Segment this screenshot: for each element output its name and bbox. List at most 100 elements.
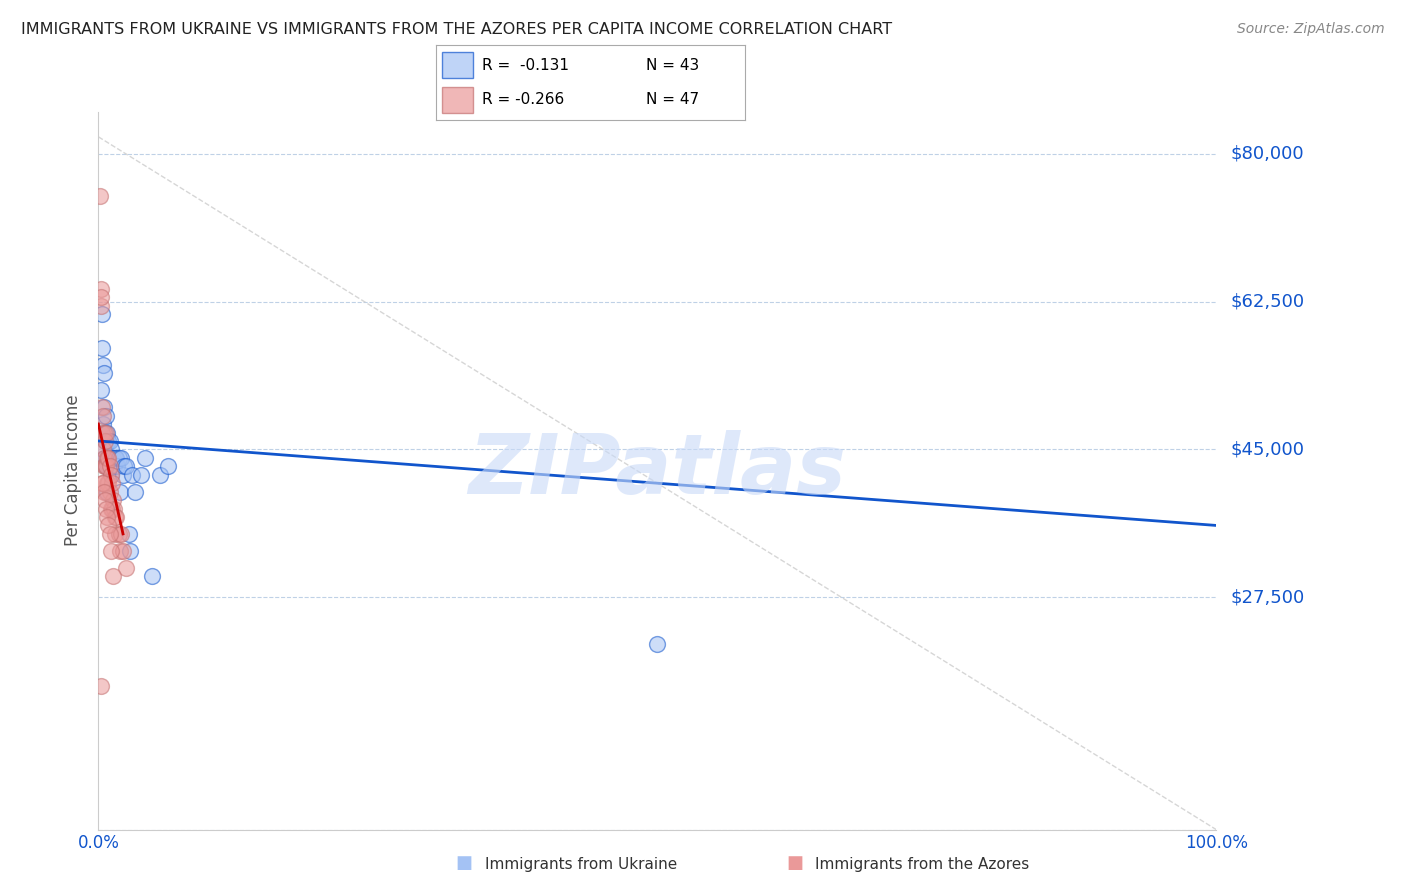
Point bbox=[93, 484, 115, 499]
Y-axis label: Per Capita Income: Per Capita Income bbox=[65, 395, 83, 546]
Point bbox=[103, 501, 125, 516]
Point bbox=[115, 459, 138, 474]
Point bbox=[112, 459, 135, 474]
Point bbox=[108, 543, 131, 558]
Point bbox=[94, 459, 117, 474]
Point bbox=[149, 467, 172, 482]
Point bbox=[93, 425, 115, 440]
Point bbox=[91, 409, 114, 423]
Point bbox=[93, 459, 115, 474]
Text: ■: ■ bbox=[456, 855, 472, 872]
Point bbox=[98, 527, 121, 541]
Point bbox=[97, 450, 120, 465]
Point bbox=[108, 484, 131, 499]
Point bbox=[101, 476, 124, 491]
Text: R = -0.266: R = -0.266 bbox=[482, 93, 564, 107]
Point bbox=[90, 400, 112, 414]
Point bbox=[104, 510, 127, 524]
Text: $45,000: $45,000 bbox=[1230, 441, 1305, 458]
Point bbox=[121, 467, 143, 482]
Point bbox=[96, 434, 118, 448]
Point bbox=[96, 484, 118, 499]
Point bbox=[94, 450, 117, 465]
Point bbox=[105, 510, 128, 524]
Point bbox=[90, 679, 112, 693]
Point bbox=[96, 476, 118, 491]
Point bbox=[107, 527, 129, 541]
Point bbox=[156, 459, 179, 474]
Point bbox=[94, 493, 117, 508]
Point bbox=[134, 450, 156, 465]
Point bbox=[111, 543, 134, 558]
Point bbox=[118, 543, 141, 558]
Point bbox=[97, 518, 120, 533]
Point bbox=[96, 425, 118, 440]
Point bbox=[110, 527, 132, 541]
Text: Immigrants from the Azores: Immigrants from the Azores bbox=[815, 857, 1029, 872]
Point bbox=[97, 434, 120, 448]
Point bbox=[96, 510, 118, 524]
Point bbox=[90, 307, 112, 321]
Point bbox=[101, 450, 124, 465]
Text: IMMIGRANTS FROM UKRAINE VS IMMIGRANTS FROM THE AZORES PER CAPITA INCOME CORRELAT: IMMIGRANTS FROM UKRAINE VS IMMIGRANTS FR… bbox=[21, 22, 893, 37]
Text: ■: ■ bbox=[786, 855, 803, 872]
Point bbox=[93, 400, 115, 414]
Point bbox=[141, 569, 163, 583]
Bar bbox=[441, 52, 472, 78]
Point bbox=[98, 484, 121, 499]
Text: $27,500: $27,500 bbox=[1230, 588, 1305, 607]
Point bbox=[96, 501, 118, 516]
Point bbox=[101, 569, 124, 583]
Point bbox=[98, 450, 121, 465]
Point bbox=[91, 417, 114, 431]
Point bbox=[111, 467, 134, 482]
Point bbox=[100, 442, 122, 457]
Point bbox=[96, 425, 118, 440]
Point bbox=[105, 450, 128, 465]
Point bbox=[101, 450, 124, 465]
Point bbox=[91, 442, 114, 457]
Text: N = 47: N = 47 bbox=[647, 93, 699, 107]
Text: $62,500: $62,500 bbox=[1230, 293, 1305, 310]
Point bbox=[90, 290, 112, 304]
Point bbox=[107, 450, 129, 465]
Point bbox=[93, 450, 115, 465]
Point bbox=[90, 476, 112, 491]
Point bbox=[89, 189, 111, 203]
Bar bbox=[441, 87, 472, 112]
Point bbox=[101, 501, 124, 516]
Point bbox=[100, 501, 122, 516]
Point bbox=[96, 459, 118, 474]
Point bbox=[101, 493, 124, 508]
Point bbox=[103, 459, 125, 474]
Point bbox=[115, 560, 138, 574]
Point bbox=[104, 527, 127, 541]
Text: N = 43: N = 43 bbox=[647, 58, 699, 72]
Text: ZIPatlas: ZIPatlas bbox=[468, 430, 846, 511]
Point bbox=[100, 543, 122, 558]
Point bbox=[129, 467, 152, 482]
Point bbox=[96, 459, 118, 474]
Point bbox=[124, 484, 146, 499]
Text: R =  -0.131: R = -0.131 bbox=[482, 58, 569, 72]
Point bbox=[97, 476, 120, 491]
Point bbox=[93, 442, 115, 457]
Point bbox=[93, 367, 115, 381]
Point bbox=[100, 467, 122, 482]
Point bbox=[104, 450, 127, 465]
Point bbox=[110, 450, 132, 465]
Point bbox=[91, 358, 114, 372]
Point bbox=[91, 476, 114, 491]
Point bbox=[98, 459, 121, 474]
Point bbox=[96, 409, 118, 423]
Text: $80,000: $80,000 bbox=[1230, 145, 1303, 162]
Point bbox=[98, 434, 121, 448]
Text: Immigrants from Ukraine: Immigrants from Ukraine bbox=[485, 857, 678, 872]
Point bbox=[90, 299, 112, 313]
Point bbox=[117, 527, 139, 541]
Point bbox=[96, 450, 118, 465]
Point bbox=[90, 384, 112, 398]
Text: Source: ZipAtlas.com: Source: ZipAtlas.com bbox=[1237, 22, 1385, 37]
Point bbox=[94, 425, 117, 440]
Point bbox=[97, 459, 120, 474]
